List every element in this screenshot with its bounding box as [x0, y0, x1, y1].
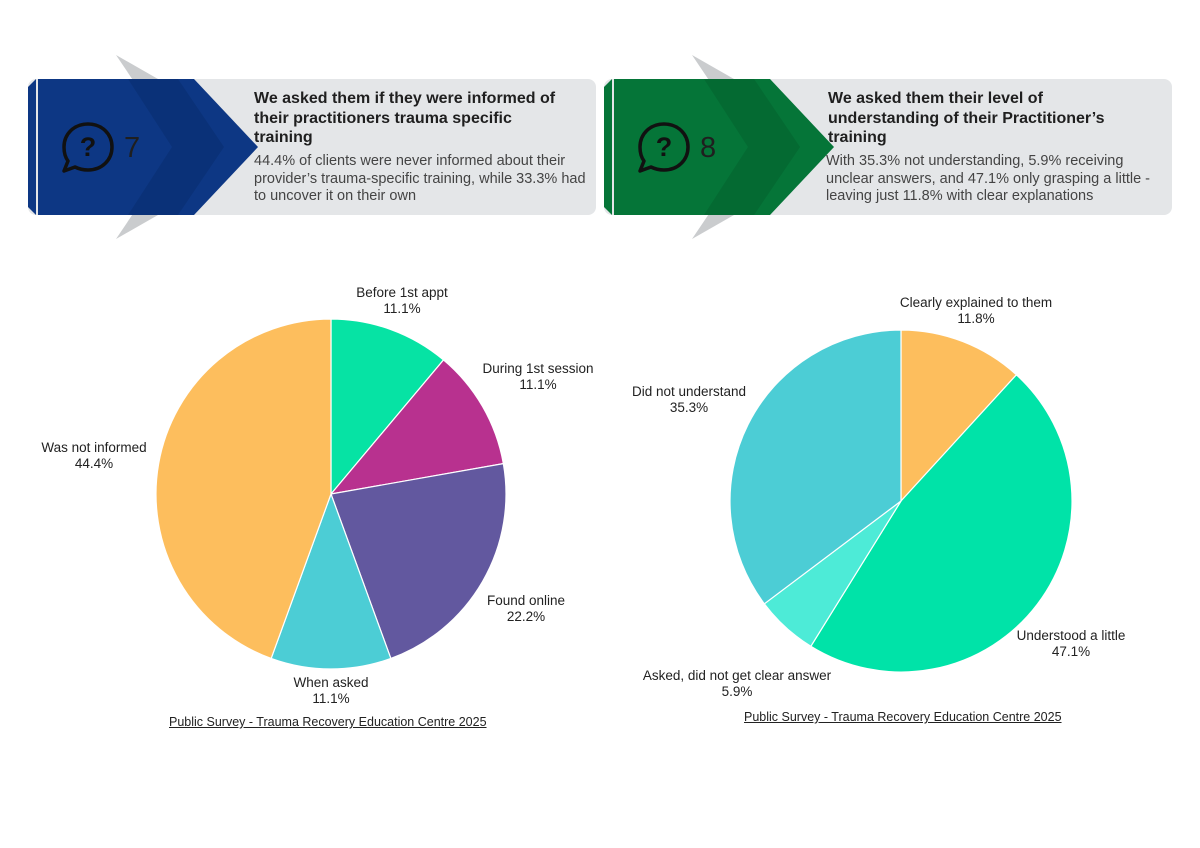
- pie-slice-before-1st-appt: [330, 318, 445, 496]
- question-bubble-icon: ?: [638, 122, 690, 173]
- slice-value-label: 11.1%: [312, 691, 349, 706]
- slice-value-label: 11.1%: [383, 301, 420, 316]
- slice-value-label: 5.9%: [722, 684, 753, 699]
- slice-value-label: 47.1%: [1052, 644, 1090, 659]
- slice-category-label: When asked: [293, 675, 368, 690]
- slice-category-label: Asked, did not get clear answer: [643, 668, 832, 683]
- slice-value-label: 11.8%: [957, 311, 994, 326]
- slice-category-label: Understood a little: [1017, 628, 1126, 643]
- question-description: 44.4% of clients were never informed abo…: [254, 153, 586, 204]
- slice-category-label: Found online: [487, 593, 565, 608]
- question-number: 8: [700, 132, 717, 164]
- slice-category-label: Clearly explained to them: [900, 295, 1052, 310]
- slice-category-label: Was not informed: [41, 440, 146, 455]
- svg-text:?: ?: [80, 132, 97, 162]
- pie-slice-was-not-informed: [155, 318, 332, 660]
- question-badge: ?: [604, 55, 834, 239]
- question-description: With 35.3% not understanding, 5.9% recei…: [826, 153, 1151, 204]
- chart-source-link[interactable]: Public Survey - Trauma Recovery Educatio…: [169, 715, 487, 729]
- slice-value-label: 35.3%: [670, 400, 708, 415]
- slice-category-label: Did not understand: [632, 384, 746, 399]
- pie-slice-understood-a-little: [809, 373, 1073, 673]
- slice-value-label: 22.2%: [507, 609, 545, 624]
- pie-slice-during-1st-session: [329, 359, 505, 495]
- question-bubble-icon: ?: [62, 122, 114, 173]
- question-panel-8: ? 8 We asked them their level of underst…: [604, 55, 1172, 239]
- pie-slice-found-online: [330, 462, 507, 660]
- svg-text:?: ?: [656, 132, 673, 162]
- question-panel-7: ? 7 We asked them if they were informed …: [28, 55, 596, 239]
- question-title: We asked them if they were informed of t…: [254, 90, 556, 146]
- question-title: We asked them their level of understandi…: [828, 90, 1105, 146]
- badge-shape: [614, 79, 834, 215]
- slice-category-label: Before 1st appt: [356, 285, 448, 300]
- question-badge: ?: [28, 55, 258, 239]
- pie-slice-when-asked: [270, 492, 392, 670]
- chart-source-link[interactable]: Public Survey - Trauma Recovery Educatio…: [744, 710, 1062, 724]
- question-number: 7: [124, 132, 141, 164]
- slice-value-label: 44.4%: [75, 456, 113, 471]
- slice-value-label: 11.1%: [519, 377, 556, 392]
- pie-slice-did-not-understand: [729, 329, 902, 605]
- slice-category-label: During 1st session: [482, 361, 593, 376]
- pie-slice-clearly-explained-to-them: [900, 329, 1018, 503]
- badge-shape: [38, 79, 258, 215]
